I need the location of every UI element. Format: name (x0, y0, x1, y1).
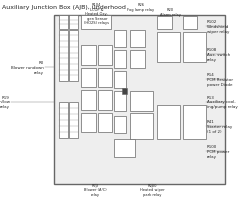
Bar (114, 71, 126, 89)
Bar (130, 113, 153, 140)
Bar (98, 68, 112, 88)
Text: R14
PCM Resistor
power Diode: R14 PCM Resistor power Diode (207, 73, 233, 86)
Bar (69, 16, 78, 30)
Bar (122, 89, 127, 95)
Bar (81, 68, 96, 88)
Text: R108
Aux. switch
relay: R108 Aux. switch relay (207, 48, 230, 62)
Bar (114, 51, 126, 68)
Bar (130, 51, 145, 68)
Text: R0
Blower rundown
relay: R0 Blower rundown relay (11, 60, 44, 74)
Bar (69, 31, 78, 82)
Bar (98, 46, 112, 65)
Text: R100
PCM power
relay: R100 PCM power relay (207, 144, 229, 158)
Bar (157, 105, 180, 140)
Text: R20
Alarm relay: R20 Alarm relay (160, 8, 181, 17)
Bar (114, 140, 135, 157)
Text: R73
Blower (A/C)
relay: R73 Blower (A/C) relay (84, 183, 107, 196)
Bar (183, 105, 206, 140)
Bar (98, 113, 112, 133)
Bar (183, 17, 197, 30)
Bar (81, 16, 111, 30)
Bar (130, 31, 145, 48)
Text: R41
Starter relay
(1 of 2): R41 Starter relay (1 of 2) (207, 120, 232, 133)
Bar (114, 92, 126, 111)
Text: Auxiliary Junction Box (AJB), underhood: Auxiliary Junction Box (AJB), underhood (2, 5, 126, 10)
Text: R104
LCOP &
Heated Oxy-
gen Sensor
(HO2S) relays: R104 LCOP & Heated Oxy- gen Sensor (HO2S… (84, 3, 109, 25)
Bar (98, 91, 112, 110)
Bar (69, 102, 78, 139)
Text: R200
Heated wiper
park relay: R200 Heated wiper park relay (140, 183, 164, 196)
Bar (59, 16, 68, 30)
Text: R102
Windshield
wiper relay: R102 Windshield wiper relay (207, 20, 229, 33)
Bar (81, 46, 96, 65)
Bar (81, 91, 96, 110)
Bar (59, 31, 68, 82)
Bar (183, 33, 206, 62)
Text: R26
Fog lamp relay: R26 Fog lamp relay (127, 3, 154, 12)
Bar (81, 113, 96, 133)
Bar (114, 116, 126, 134)
Text: R19
PCM high/low
relay: R19 PCM high/low relay (0, 95, 10, 109)
Bar (54, 16, 225, 184)
Bar (157, 17, 172, 30)
Bar (157, 33, 180, 62)
Text: R13
Auxiliary cool-
ing/pump relay: R13 Auxiliary cool- ing/pump relay (207, 95, 238, 109)
Bar (59, 102, 68, 139)
Bar (130, 92, 153, 111)
Bar (114, 31, 126, 48)
